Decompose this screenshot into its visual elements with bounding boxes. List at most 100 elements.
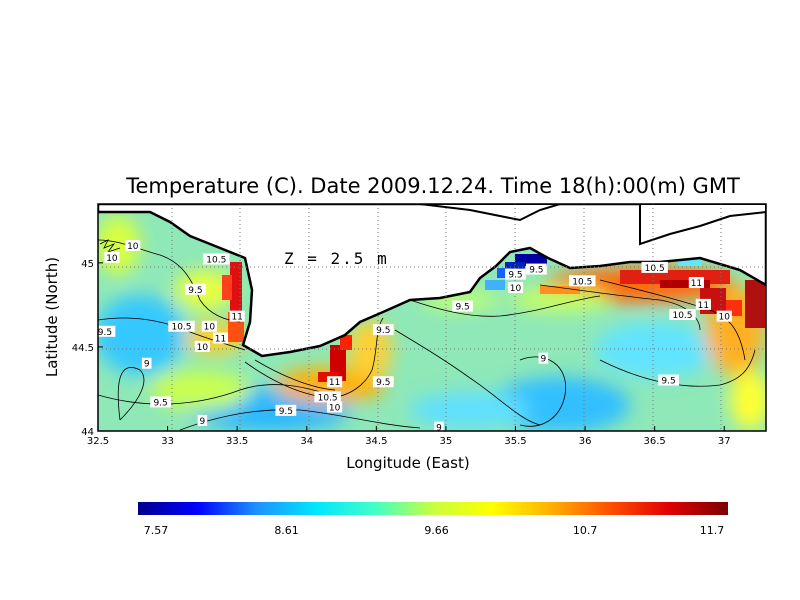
y-axis-label: Latitude (North) [43, 257, 61, 377]
contour-label-bg [229, 310, 245, 322]
contour-label-text: 10.5 [645, 264, 665, 274]
x-tick-label: 32.5 [87, 436, 109, 447]
contour-label: 9.5 [658, 374, 679, 387]
y-tick-label: 45 [81, 259, 94, 270]
contour-label: 9.5 [275, 404, 297, 417]
x-tick-label: 36 [579, 436, 592, 447]
contour-label: 9.5 [185, 283, 206, 296]
contour-label: 10 [326, 401, 343, 413]
contour-label: 9 [197, 414, 208, 427]
contour-label: 11 [326, 376, 343, 388]
y-tick-label: 44 [81, 427, 94, 438]
contour-label-text: 10.5 [171, 323, 191, 333]
contour-label-text: 11 [329, 378, 340, 388]
x-tick-label: 33.5 [226, 436, 248, 447]
contour-label: 9.5 [150, 396, 172, 408]
contour-label-bg [695, 298, 711, 310]
contour-label: 10.5 [669, 308, 696, 321]
contour-label-bg [168, 320, 195, 332]
contour-label-bg [538, 352, 549, 364]
contour-label-text: 9.5 [98, 328, 112, 338]
contour-label-text: 10.5 [572, 277, 592, 287]
contour-label-bg [525, 263, 547, 275]
colorbar-tick-label: 9.66 [424, 524, 449, 537]
contour-label-bg [507, 282, 524, 294]
contour-label-bg [212, 332, 229, 344]
contour-label-text: 10.5 [206, 255, 226, 265]
x-axis-ticks: 32.5 33 33.5 34 34.5 35 35.5 36 36.5 37 [87, 426, 731, 447]
contour-label-text: 9.5 [508, 271, 522, 281]
contour-label-text: 10 [204, 323, 216, 333]
contour-label-bg [197, 414, 208, 426]
contour-label: 10.5 [168, 320, 195, 333]
x-tick-label: 34.5 [365, 436, 387, 447]
contour-label: 9.5 [372, 376, 394, 388]
contour-label-text: 9.5 [529, 266, 543, 276]
contour-label-text: 11 [231, 313, 242, 323]
x-axis-label: Longitude (East) [346, 454, 469, 472]
contour-label: 10.5 [641, 261, 668, 274]
contour-label: 11 [695, 298, 711, 311]
contour-label-bg [194, 340, 210, 352]
contour-label-bg [203, 253, 230, 265]
contour-label: 9.5 [98, 325, 116, 338]
contour-label-text: 9 [436, 424, 442, 434]
contour-label-bg [688, 277, 705, 289]
map-frame [97, 203, 767, 432]
northern-coast [419, 204, 561, 222]
contour-label-text: 9.5 [376, 326, 390, 336]
x-tick-label: 37 [718, 436, 731, 447]
contour-lines [98, 239, 756, 431]
contour-label-bg [275, 404, 297, 416]
colorbar-tick-label: 7.57 [144, 524, 169, 537]
contour-label: 9.5 [505, 268, 526, 281]
contour-label: 9.5 [452, 300, 474, 313]
colorbar-tick-label: 10.7 [573, 524, 598, 537]
x-tick-label: 34 [300, 436, 313, 447]
contour-label-bg [104, 251, 120, 263]
contour-label-text: 9.5 [279, 407, 293, 417]
contour-label: 10 [125, 240, 141, 252]
contour-label-text: 9.5 [661, 377, 675, 387]
contour-label-text: 10 [719, 313, 731, 323]
contour-label-text: 9 [540, 355, 546, 365]
contour-label-text: 10 [510, 284, 522, 294]
coast-contour [99, 239, 121, 253]
contour-label-bg [569, 275, 596, 287]
contour-label-text: 10 [106, 254, 118, 264]
contour-label-bg [314, 391, 341, 403]
contour-label: 9 [538, 352, 549, 365]
colorbar [138, 502, 728, 515]
contour-label: 10 [507, 282, 524, 294]
colorbar-tick-label: 8.61 [274, 524, 299, 537]
caucasus-land [639, 204, 766, 246]
contour-label-bg [658, 374, 679, 386]
contour-label-text: 10 [329, 403, 341, 413]
contour-label: 10.5 [203, 253, 230, 265]
contour-label: 10.5 [569, 275, 596, 287]
colorbar-tick-label: 11.7 [700, 524, 725, 537]
contour-label: 9.5 [525, 263, 547, 276]
contour-label-text: 11 [691, 279, 702, 289]
map-title: Temperature (C). Date 2009.12.24. Time 1… [125, 174, 740, 198]
contour-label-text: 11 [215, 335, 226, 345]
contour-label: 9 [434, 421, 444, 434]
colorbar-ticks: 7.57 8.61 9.66 10.7 11.7 [144, 524, 725, 537]
contour-label-bg [669, 308, 696, 320]
depth-label: Z = 2.5 m [284, 249, 389, 268]
contour-label-bg [641, 261, 668, 273]
y-axis-ticks: 45 44.5 44 [72, 259, 103, 438]
contour-label: 10 [104, 251, 120, 264]
y-tick-label: 44.5 [72, 343, 94, 354]
contour-label: 10.5 [314, 391, 341, 403]
x-tick-label: 35 [440, 436, 453, 447]
contour-label-text: 11 [698, 301, 709, 311]
contour-label: 9 [141, 357, 152, 370]
contour-label: 10 [716, 310, 732, 323]
contour-label: 11 [229, 310, 245, 323]
contour-label: 9.5 [372, 324, 394, 336]
contour-label-text: 10 [127, 242, 139, 252]
contour-label-text: 9 [144, 360, 150, 370]
x-tick-label: 35.5 [504, 436, 526, 447]
